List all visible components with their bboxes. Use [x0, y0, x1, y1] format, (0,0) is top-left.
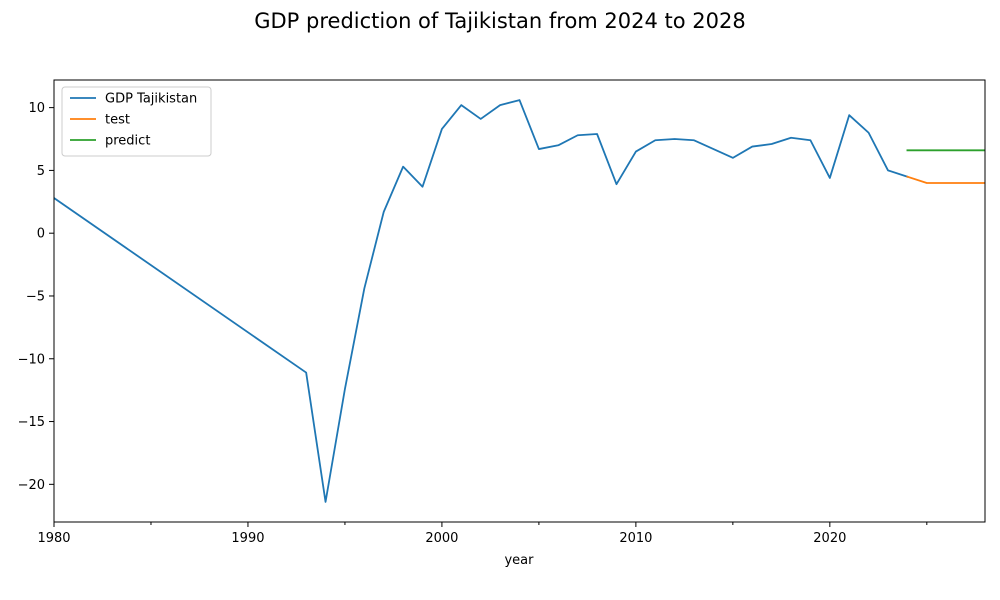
x-tick-label: 2010: [619, 531, 652, 546]
series-layer: [54, 99, 985, 503]
y-tick-label: −5: [26, 289, 45, 304]
legend-label: test: [105, 113, 130, 128]
y-tick-label: 5: [37, 164, 45, 179]
x-tick-label: 2020: [813, 531, 846, 546]
series-line-test: [906, 175, 985, 184]
x-tick-label: 2000: [425, 531, 458, 546]
x-axis-label: year: [504, 553, 534, 568]
x-tick-label: 1980: [37, 531, 70, 546]
legend-label: predict: [105, 134, 150, 149]
plot-frame: [53, 79, 986, 523]
y-tick-label: −20: [18, 478, 45, 493]
legend-box: [61, 86, 212, 157]
legend-label: GDP Tajikistan: [105, 92, 197, 107]
y-tick-label: −10: [18, 352, 45, 367]
y-tick-label: 0: [37, 227, 45, 242]
chart-title: GDP prediction of Tajikistan from 2024 t…: [254, 9, 746, 33]
series-line-gdp-tajikistan: [54, 99, 909, 503]
y-tick-label: −15: [18, 415, 45, 430]
legend: GDP Tajikistan test predict: [61, 86, 212, 157]
y-tick-label: 10: [28, 101, 45, 116]
axes-layer: 1980 1990 2000 2010 2020 10 5 0 −5 −10 −15 −20: [18, 79, 986, 546]
x-tick-label: 1990: [231, 531, 264, 546]
